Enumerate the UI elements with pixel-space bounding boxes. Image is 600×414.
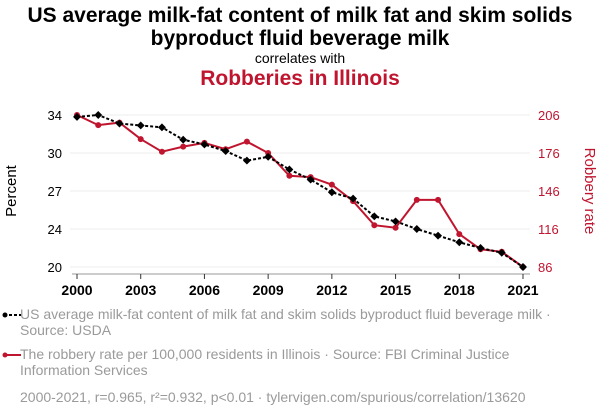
data-point-robbery — [435, 196, 442, 203]
data-point-robbery — [371, 222, 378, 229]
series-line-milk — [76, 113, 524, 268]
data-point-milk — [412, 225, 421, 233]
y-right-tick-label: 206 — [538, 108, 560, 123]
series-line-robbery — [76, 114, 524, 268]
y-left-tick-label: 30 — [48, 146, 62, 161]
y-left-axis-label: Percent — [3, 164, 20, 217]
data-point-robbery — [328, 181, 335, 188]
data-point-milk — [476, 244, 485, 252]
chart-subtitle: correlates with — [254, 50, 346, 66]
legend-dotted-line-icon — [2, 312, 21, 318]
chart-title-secondary: Robberies in Illinois — [200, 67, 400, 90]
data-point-robbery — [158, 148, 165, 155]
y-right-tick-label: 176 — [538, 146, 560, 161]
data-point-milk — [264, 152, 273, 161]
chart-svg: 2000 2003 2006 2009 2012 2015 2018 2021 34 30 27 24… — [3, 108, 598, 298]
x-tick-label: 2000 — [61, 282, 92, 298]
x-tick-label: 2012 — [316, 282, 347, 298]
data-point-milk — [306, 175, 315, 184]
data-point-robbery — [456, 231, 463, 238]
legend-item-robbery: The robbery rate per 100,000 residents i… — [2, 346, 520, 378]
y-left-tick-label: 20 — [48, 260, 62, 275]
data-point-milk — [434, 231, 443, 240]
legend-solid-line-icon — [2, 352, 21, 358]
data-point-milk — [136, 121, 145, 130]
data-point-robbery — [95, 122, 102, 129]
data-point-milk — [455, 238, 464, 247]
y-left-tick-label: 24 — [48, 222, 62, 237]
data-point-milk — [200, 140, 209, 149]
data-point-robbery — [137, 136, 144, 143]
x-tick-label: 2006 — [189, 282, 220, 298]
y-left-tick-label: 27 — [48, 184, 62, 199]
data-point-milk — [242, 156, 251, 165]
data-point-robbery — [286, 172, 293, 179]
data-point-robbery — [243, 138, 250, 145]
x-tick-label: 2015 — [380, 282, 411, 298]
y-right-tick-label: 86 — [538, 260, 552, 275]
data-point-robbery — [392, 224, 399, 231]
y-left-tick-label: 34 — [48, 108, 62, 123]
data-point-milk — [497, 248, 506, 257]
x-tick-label: 2009 — [253, 282, 284, 298]
data-point-milk — [157, 123, 166, 132]
y-right-tick-label: 146 — [538, 184, 560, 199]
x-tick-label: 2003 — [125, 282, 156, 298]
data-point-milk — [115, 119, 124, 128]
chart-title: US average milk-fat content of milk fat … — [27, 4, 573, 50]
x-tick-label: 2018 — [444, 282, 475, 298]
y-right-axis-label: Robbery rate — [581, 148, 598, 235]
legend-item-milk: US average milk-fat content of milk fat … — [2, 306, 560, 338]
data-point-milk — [94, 111, 103, 119]
data-point-milk — [179, 135, 188, 144]
legend-text-robbery: The robbery rate per 100,000 residents i… — [20, 346, 510, 378]
data-point-robbery — [413, 196, 420, 203]
y-right-tick-label: 116 — [538, 222, 559, 237]
data-point-milk — [221, 147, 230, 156]
footer-stats: 2000-2021, r=0.965, r²=0.932, p<0.01 · t… — [20, 389, 526, 405]
data-point-milk — [327, 188, 336, 197]
data-point-milk — [285, 165, 294, 174]
x-tick-label: 2021 — [507, 282, 538, 298]
data-point-milk — [349, 194, 358, 203]
data-point-robbery — [180, 143, 187, 150]
legend-text-milk: US average milk-fat content of milk fat … — [20, 306, 551, 338]
data-point-milk — [73, 112, 81, 121]
data-point-milk — [370, 212, 379, 221]
